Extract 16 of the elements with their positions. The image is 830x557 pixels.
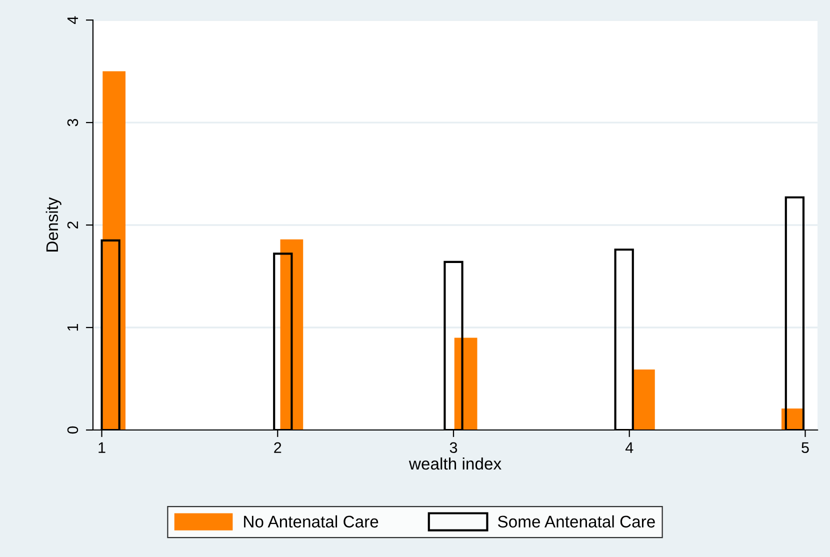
- x-tick-label: 3: [450, 442, 458, 454]
- x-tick-label: 4: [625, 442, 634, 453]
- y-tick-label: 3: [67, 118, 78, 126]
- bar: [632, 370, 655, 430]
- bar: [102, 71, 126, 430]
- x-tick-label: 5: [802, 442, 809, 454]
- x-axis-title: wealth index: [408, 457, 502, 470]
- x-tick-label: 1: [98, 442, 106, 453]
- y-tick-label: 1: [67, 324, 78, 331]
- legend-label: Some Antenatal Care: [498, 515, 655, 528]
- y-tick-label: 2: [67, 222, 78, 229]
- y-tick-label: 4: [67, 16, 78, 24]
- y-tick-label: 0: [67, 426, 78, 434]
- y-axis-title: Density: [46, 197, 62, 252]
- x-tick-label: 2: [274, 442, 282, 453]
- legend-label: No Antenatal Care: [244, 515, 378, 528]
